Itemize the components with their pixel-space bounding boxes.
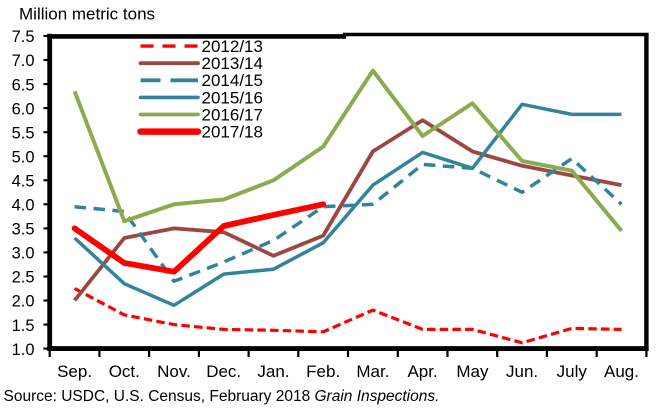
svg-text:2012/13: 2012/13 (202, 37, 263, 56)
svg-text:5.5: 5.5 (12, 124, 35, 142)
svg-text:Jan.: Jan. (257, 362, 289, 381)
svg-text:2016/17: 2016/17 (202, 105, 263, 124)
svg-text:2013/14: 2013/14 (202, 54, 263, 73)
svg-text:Sep.: Sep. (57, 362, 92, 381)
svg-text:Source: USDC, U.S. Census, Feb: Source: USDC, U.S. Census, February 2018… (4, 388, 440, 405)
svg-text:6.0: 6.0 (12, 100, 35, 118)
svg-text:Jun.: Jun. (506, 362, 538, 381)
svg-text:7.5: 7.5 (12, 28, 35, 46)
svg-text:4.0: 4.0 (12, 197, 35, 215)
svg-text:4.5: 4.5 (12, 173, 35, 191)
svg-text:6.5: 6.5 (12, 76, 35, 94)
svg-text:3.5: 3.5 (12, 221, 35, 239)
svg-text:5.0: 5.0 (12, 148, 35, 166)
svg-text:Aug.: Aug. (604, 362, 639, 381)
svg-text:Nov.: Nov. (157, 362, 191, 381)
svg-text:May: May (456, 362, 489, 381)
svg-text:1.0: 1.0 (12, 341, 35, 359)
svg-text:Dec.: Dec. (206, 362, 241, 381)
svg-text:2015/16: 2015/16 (202, 88, 263, 107)
svg-text:Mar.: Mar. (356, 362, 389, 381)
svg-text:1.5: 1.5 (12, 317, 35, 335)
svg-text:7.0: 7.0 (12, 52, 35, 70)
svg-text:2014/15: 2014/15 (202, 71, 263, 90)
svg-text:Million metric tons: Million metric tons (19, 4, 155, 23)
svg-text:2.0: 2.0 (12, 293, 35, 311)
svg-text:Feb.: Feb. (306, 362, 340, 381)
svg-text:3.0: 3.0 (12, 245, 35, 263)
svg-text:Oct.: Oct. (109, 362, 140, 381)
svg-text:2.5: 2.5 (12, 269, 35, 287)
svg-text:Apr.: Apr. (407, 362, 437, 381)
svg-text:July: July (557, 362, 588, 381)
svg-text:2017/18: 2017/18 (202, 123, 263, 142)
